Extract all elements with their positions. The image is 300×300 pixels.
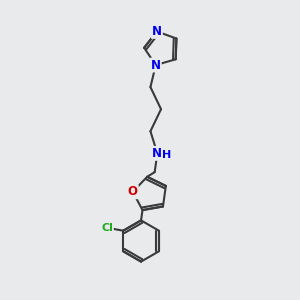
Text: N: N [151, 58, 161, 71]
Text: H: H [162, 150, 171, 160]
Text: Cl: Cl [101, 223, 113, 233]
Text: O: O [128, 185, 138, 198]
Text: N: N [152, 25, 162, 38]
Text: N: N [152, 147, 162, 160]
